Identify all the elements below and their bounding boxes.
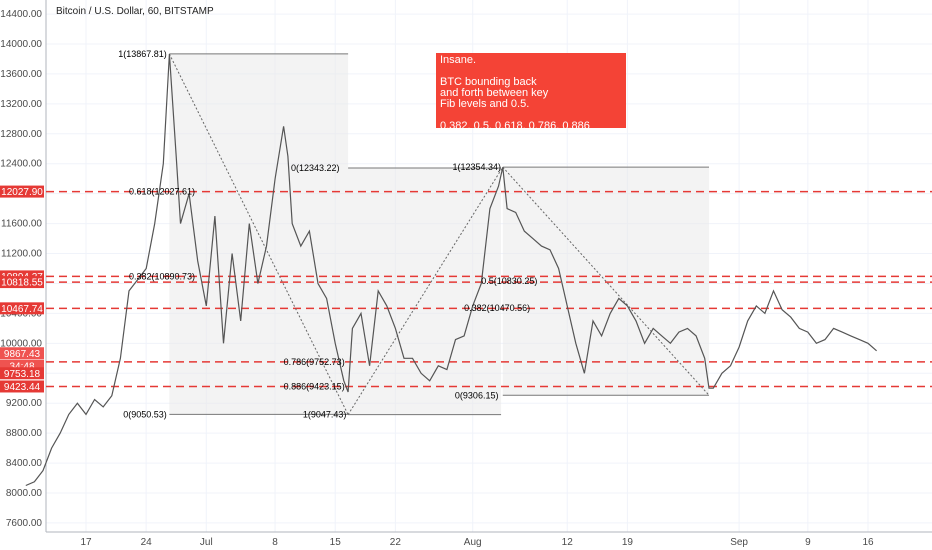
trend-diagonal [168, 53, 349, 415]
y-tick-label: 8800.00 [6, 428, 43, 439]
price-tag-bg [0, 276, 44, 289]
trend-diagonal [502, 166, 710, 396]
price-tag-text: 9753.18 [4, 369, 41, 380]
x-tick-label: 24 [141, 537, 153, 548]
x-tick-label: 8 [272, 537, 278, 548]
fib-level-label: 0.382(10470.56) [464, 303, 530, 313]
price-series [25, 53, 877, 487]
price-tag-text: 10818.55 [1, 278, 43, 289]
x-tick-label: 17 [80, 537, 92, 548]
price-line [25, 53, 877, 487]
x-tick-label: 22 [390, 537, 402, 548]
trend-diagonals [168, 53, 710, 415]
fib-anchor-label: 1(13867.81) [118, 49, 167, 59]
annotation-note[interactable]: Insane. BTC bounding back and forth betw… [436, 53, 626, 132]
x-tick-label: 15 [330, 537, 342, 548]
note-line-1: Insane. [440, 54, 477, 66]
x-tick-label: 12 [562, 537, 574, 548]
y-tick-label: 10000.00 [0, 338, 42, 349]
y-tick-label: 9200.00 [6, 398, 43, 409]
y-tick-label: 11600.00 [1, 219, 42, 230]
fib-level-label: 0.886(9423.15) [284, 382, 345, 392]
x-axis-labels: 17 24 Jul 8 15 22 Aug 12 19 Sep 9 16 [80, 537, 874, 548]
y-tick-label: 8400.00 [6, 458, 43, 469]
x-tick-label: 9 [805, 537, 811, 548]
y-tick-label: 13600.00 [0, 69, 42, 80]
x-tick-label: Aug [464, 537, 482, 548]
trend-diagonal [347, 166, 504, 415]
chart-title: Bitcoin / U.S. Dollar, 60, BITSTAMP [56, 6, 214, 17]
fib-anchor-label: 0(9050.53) [123, 409, 167, 419]
fib-level-label: 0.618(12027.61) [129, 187, 195, 197]
price-tag-bg [0, 347, 44, 360]
price-tags: 12027.9010894.2710818.5510467.749867.433… [0, 185, 44, 393]
price-tag-text: 9423.44 [4, 382, 41, 393]
x-tick-label: Jul [200, 537, 213, 548]
y-tick-label: 14400.00 [0, 9, 42, 20]
y-tick-label: 8000.00 [6, 488, 43, 499]
price-tag-bg [0, 185, 44, 198]
y-tick-label: 13200.00 [0, 99, 42, 110]
price-tag-bg [0, 302, 44, 315]
note-line-3: and forth between key [440, 87, 549, 99]
fib-anchor-label: 1(12354.34) [453, 162, 502, 172]
price-tag-bg [0, 380, 44, 393]
price-tag-text: 10467.74 [1, 304, 43, 315]
note-line-5: 0.382, 0.5, 0.618, 0.786, 0.886 [440, 120, 590, 132]
fib-anchor-label: 0(9306.15) [455, 390, 499, 400]
note-line-2: BTC bounding back [440, 76, 537, 88]
x-tick-label: Sep [730, 537, 748, 548]
y-tick-label: 12800.00 [0, 129, 42, 140]
fib-level-label: 0.5(10830.25) [481, 276, 537, 286]
y-axis-labels: 14400.00 14000.00 13600.00 13200.00 12800.00… [0, 9, 42, 529]
fib-level-lines [46, 190, 932, 388]
fib-anchor-label: 1(9047.43) [303, 410, 347, 420]
x-tick-label: 16 [862, 537, 874, 548]
fib-level-label: 0.382(10890.73) [129, 272, 195, 282]
y-tick-label: 12400.00 [0, 159, 42, 170]
fib-anchor-label: 0(12343.22) [291, 163, 340, 173]
y-tick-label: 11200.00 [1, 249, 42, 260]
fib-labels: 0.618(12027.61) 0.382(10890.73) 0.5(10830.… [118, 49, 537, 420]
fib-level-label: 0.786(9752.73) [284, 357, 345, 367]
note-line-4: Fib levels and 0.5. [440, 98, 530, 110]
price-tag-text: 12027.90 [1, 187, 43, 198]
price-tag-bg [0, 367, 44, 380]
y-tick-label: 7600.00 [6, 518, 43, 529]
x-tick-label: 19 [622, 537, 634, 548]
price-tag-text: 34:48 [9, 361, 34, 372]
price-tag-text: 9867.43 [4, 349, 41, 360]
y-tick-label: 14000.00 [0, 39, 42, 50]
